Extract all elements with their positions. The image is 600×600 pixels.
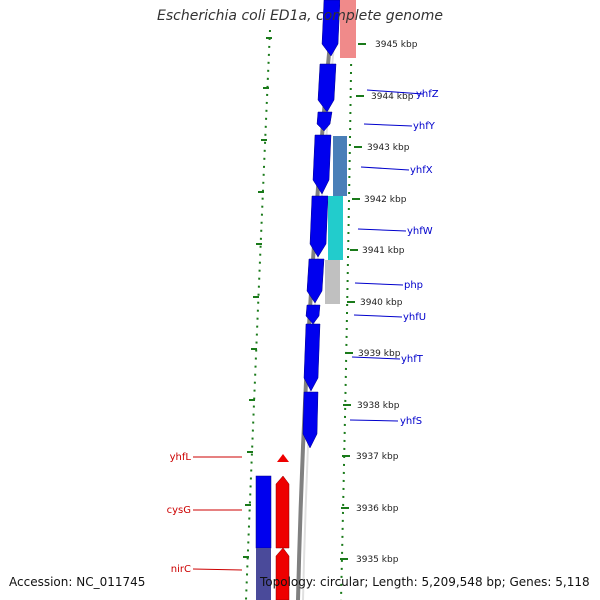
- feature-band: [325, 0, 356, 304]
- reverse-label-lines: [192, 456, 243, 571]
- gene-label[interactable]: nirC: [171, 564, 191, 575]
- gene-arrow[interactable]: [275, 475, 290, 549]
- accession-text: Accession: NC_011745: [9, 575, 146, 589]
- gene-label[interactable]: yhfW: [407, 226, 433, 237]
- kbp-label: 3935 kbp: [356, 555, 399, 565]
- reverse-strand-genes: [255, 454, 290, 600]
- gene-arrow[interactable]: [321, 0, 341, 57]
- gene-arrow[interactable]: [302, 391, 319, 449]
- gene-label[interactable]: yhfL: [170, 452, 192, 463]
- gene-label[interactable]: cysG: [167, 505, 191, 516]
- outer-major-ticks: [340, 43, 366, 560]
- gene-arrow[interactable]: [316, 111, 333, 132]
- kbp-label: 3945 kbp: [375, 40, 418, 50]
- gene-arrow[interactable]: [303, 323, 321, 392]
- kbp-label: 3938 kbp: [357, 401, 400, 411]
- kbp-label: 3939 kbp: [358, 349, 401, 359]
- kbp-label: 3943 kbp: [367, 143, 410, 153]
- inner-tick-ring: [245, 29, 271, 600]
- kbp-label: 3941 kbp: [362, 246, 405, 256]
- forward-strand-genes: [302, 0, 341, 449]
- gene-arrow[interactable]: [306, 258, 325, 304]
- gene-label[interactable]: yhfX: [410, 165, 433, 176]
- inner-major-ticks: [243, 37, 272, 558]
- kbp-label: 3942 kbp: [364, 195, 407, 205]
- gene-arrow[interactable]: [312, 134, 332, 195]
- map-title: Escherichia coli ED1a, complete genome: [157, 8, 443, 24]
- gene-block[interactable]: [256, 548, 271, 600]
- kbp-label: 3944 kbp: [371, 92, 414, 102]
- outer-tick-ring: [340, 0, 353, 600]
- gene-block[interactable]: [255, 475, 272, 549]
- kbp-label: 3936 kbp: [356, 504, 399, 514]
- gene-arrow[interactable]: [309, 195, 329, 258]
- gene-label[interactable]: yhfU: [403, 312, 426, 323]
- kbp-labels: 3945 kbp 3944 kbp 3943 kbp 3942 kbp 3941…: [356, 40, 418, 565]
- gene-arrow[interactable]: [317, 63, 337, 113]
- gene-label[interactable]: yhfS: [400, 416, 422, 427]
- reverse-gene-labels: yhfL cysG nirC: [167, 452, 192, 575]
- forward-label-lines: [349, 89, 424, 422]
- kbp-label: 3937 kbp: [356, 452, 399, 462]
- forward-gene-labels: yhfZ yhfY yhfX yhfW php yhfU yhfT yhfS: [400, 89, 439, 427]
- genome-summary-text: Topology: circular; Length: 5,209,548 bp…: [260, 575, 590, 589]
- kbp-label: 3940 kbp: [360, 298, 403, 308]
- gene-label[interactable]: php: [404, 280, 423, 291]
- gene-arrow[interactable]: [275, 547, 290, 600]
- gene-label[interactable]: yhfZ: [416, 89, 439, 100]
- gene-arrow[interactable]: [277, 454, 289, 462]
- gene-label[interactable]: yhfY: [413, 121, 436, 132]
- gene-arrow[interactable]: [305, 304, 321, 325]
- gene-label[interactable]: yhfT: [401, 354, 424, 365]
